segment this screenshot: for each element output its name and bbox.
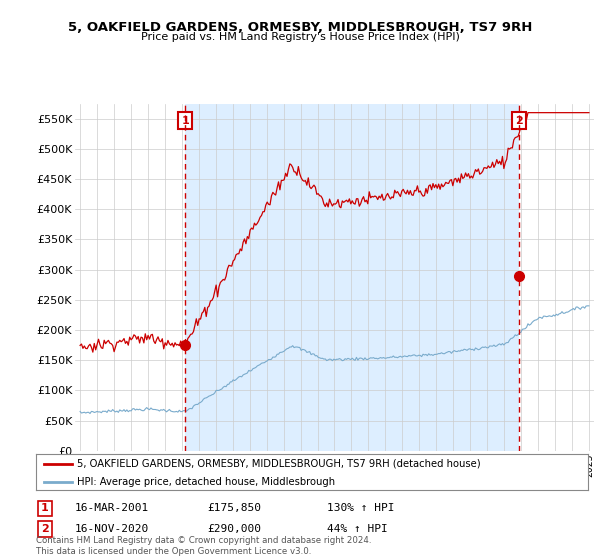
Text: 1: 1 bbox=[41, 503, 49, 514]
Text: 2: 2 bbox=[41, 524, 49, 534]
Text: £175,850: £175,850 bbox=[207, 503, 261, 514]
Text: 130% ↑ HPI: 130% ↑ HPI bbox=[327, 503, 395, 514]
Text: 16-NOV-2020: 16-NOV-2020 bbox=[75, 524, 149, 534]
Text: HPI: Average price, detached house, Middlesbrough: HPI: Average price, detached house, Midd… bbox=[77, 477, 335, 487]
Text: 5, OAKFIELD GARDENS, ORMESBY, MIDDLESBROUGH, TS7 9RH: 5, OAKFIELD GARDENS, ORMESBY, MIDDLESBRO… bbox=[68, 21, 532, 34]
Text: 16-MAR-2001: 16-MAR-2001 bbox=[75, 503, 149, 514]
Text: 1: 1 bbox=[182, 115, 189, 125]
Text: 2: 2 bbox=[515, 115, 523, 125]
Text: £290,000: £290,000 bbox=[207, 524, 261, 534]
Text: 5, OAKFIELD GARDENS, ORMESBY, MIDDLESBROUGH, TS7 9RH (detached house): 5, OAKFIELD GARDENS, ORMESBY, MIDDLESBRO… bbox=[77, 459, 481, 469]
Text: 44% ↑ HPI: 44% ↑ HPI bbox=[327, 524, 388, 534]
Bar bbox=[185, 104, 519, 451]
Text: Contains HM Land Registry data © Crown copyright and database right 2024.
This d: Contains HM Land Registry data © Crown c… bbox=[36, 536, 371, 556]
Text: Price paid vs. HM Land Registry's House Price Index (HPI): Price paid vs. HM Land Registry's House … bbox=[140, 32, 460, 43]
